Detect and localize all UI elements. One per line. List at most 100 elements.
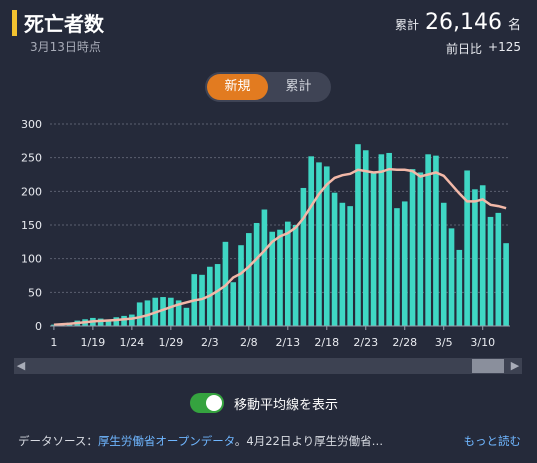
bar [503, 243, 509, 326]
bar [362, 150, 369, 326]
bar [448, 228, 455, 326]
source-prefix: データソース： [18, 434, 98, 448]
y-tick-label: 50 [28, 286, 42, 299]
bar [144, 300, 151, 326]
bar [168, 297, 174, 326]
moving-average-label: 移動平均線を表示 [234, 397, 339, 413]
x-tick-label: 2/23 [353, 336, 378, 349]
bar [175, 300, 182, 326]
bar [378, 154, 385, 326]
bar [487, 216, 494, 326]
bar [316, 162, 322, 326]
x-tick-label: 3/5 [435, 336, 453, 349]
x-tick-label: 2/28 [392, 336, 417, 349]
bar [464, 170, 470, 326]
page-title: 死亡者数 [24, 12, 104, 36]
y-tick-label: 200 [21, 185, 42, 198]
bar [433, 155, 439, 326]
total-value: 26,146 [425, 10, 502, 35]
bar [331, 192, 338, 326]
x-axis-ticks: 1 1/19 1/24 1/29 2/3 2/8 2/13 2/18 2/23 2/28 3/5 3/… [50, 326, 495, 349]
switch-knob [206, 395, 222, 411]
bar [269, 231, 276, 326]
x-tick-label: 1 [50, 336, 57, 349]
bar [300, 187, 307, 326]
as-of-date: 3月13日時点 [30, 40, 101, 54]
day-over-day: 前日比 +125 [446, 40, 521, 57]
x-tick-label: 2/13 [275, 336, 300, 349]
bar [417, 172, 424, 326]
y-tick-label: 300 [21, 118, 42, 131]
y-axis-ticks: 0 50 100 150 200 250 300 [21, 118, 42, 333]
bar [401, 201, 408, 326]
bar [121, 315, 127, 326]
bar [51, 324, 57, 326]
bar [253, 222, 260, 326]
bar [456, 249, 463, 326]
y-tick-label: 100 [21, 253, 42, 266]
x-tick-label: 1/19 [81, 336, 106, 349]
total-label: 累計 [394, 18, 419, 32]
bar [230, 282, 237, 326]
bar [440, 202, 447, 326]
cumulative-total: 累計 26,146 名 [395, 10, 521, 35]
x-tick-label: 1/24 [120, 336, 145, 349]
bar [347, 206, 353, 326]
x-tick-label: 1/29 [158, 336, 183, 349]
y-tick-label: 0 [35, 320, 42, 333]
source-text: 。4月22日より厚生労働省… [234, 434, 384, 448]
bar [284, 221, 291, 326]
bar [160, 297, 166, 326]
read-more-link[interactable]: もっと読む [463, 434, 522, 448]
bar [214, 264, 221, 326]
tab-cumulative[interactable]: 累計 [285, 79, 312, 94]
bar [409, 169, 416, 326]
bar [292, 225, 299, 326]
moving-average-line [53, 167, 507, 326]
x-tick-label: 2/3 [201, 336, 219, 349]
bar [246, 233, 252, 326]
view-mode-toggle: 新規 累計 [205, 72, 331, 102]
bar [97, 318, 104, 326]
x-tick-label: 3/10 [470, 336, 495, 349]
bar [479, 185, 486, 326]
delta-value: +125 [488, 40, 521, 54]
chart-scrollbar[interactable]: ◀ ▶ [14, 358, 522, 374]
bar [238, 245, 244, 326]
delta-label: 前日比 [446, 42, 483, 56]
bar [261, 209, 268, 326]
tab-new[interactable]: 新規 [207, 74, 268, 100]
total-unit: 名 [507, 18, 521, 33]
bar [495, 212, 502, 326]
chart-bars [51, 144, 509, 326]
x-tick-label: 2/8 [240, 336, 258, 349]
deaths-chart: 0 50 100 150 200 250 300 1 1/19 1/24 1/29 2/3 2/8 2/… [21, 118, 510, 349]
bar [472, 189, 478, 326]
bar [129, 314, 135, 326]
title-accent-bar [12, 10, 17, 36]
bar [425, 154, 431, 326]
moving-average-switch[interactable] [190, 393, 224, 413]
bar [113, 317, 120, 326]
bar [394, 208, 400, 326]
bar [339, 202, 346, 326]
x-tick-label: 2/18 [314, 336, 339, 349]
bar [136, 302, 143, 326]
y-tick-label: 250 [21, 152, 42, 165]
bar [386, 152, 392, 326]
bar [370, 172, 377, 326]
chevron-left-icon[interactable]: ◀ [16, 359, 26, 372]
bar [183, 307, 190, 326]
bar [355, 144, 361, 326]
data-source-note: データソース：厚生労働省オープンデータ。4月22日より厚生労働省… [18, 433, 383, 449]
bar [323, 166, 330, 326]
scrollbar-thumb[interactable] [472, 359, 504, 373]
chevron-right-icon[interactable]: ▶ [510, 359, 520, 372]
moving-average-toggle-row: 移動平均線を表示 [190, 393, 338, 413]
bar [199, 274, 205, 326]
bar [105, 319, 112, 326]
bar [308, 156, 314, 326]
source-link[interactable]: 厚生労働省オープンデータ [97, 434, 235, 448]
y-tick-label: 150 [21, 219, 42, 232]
bar [277, 229, 283, 326]
